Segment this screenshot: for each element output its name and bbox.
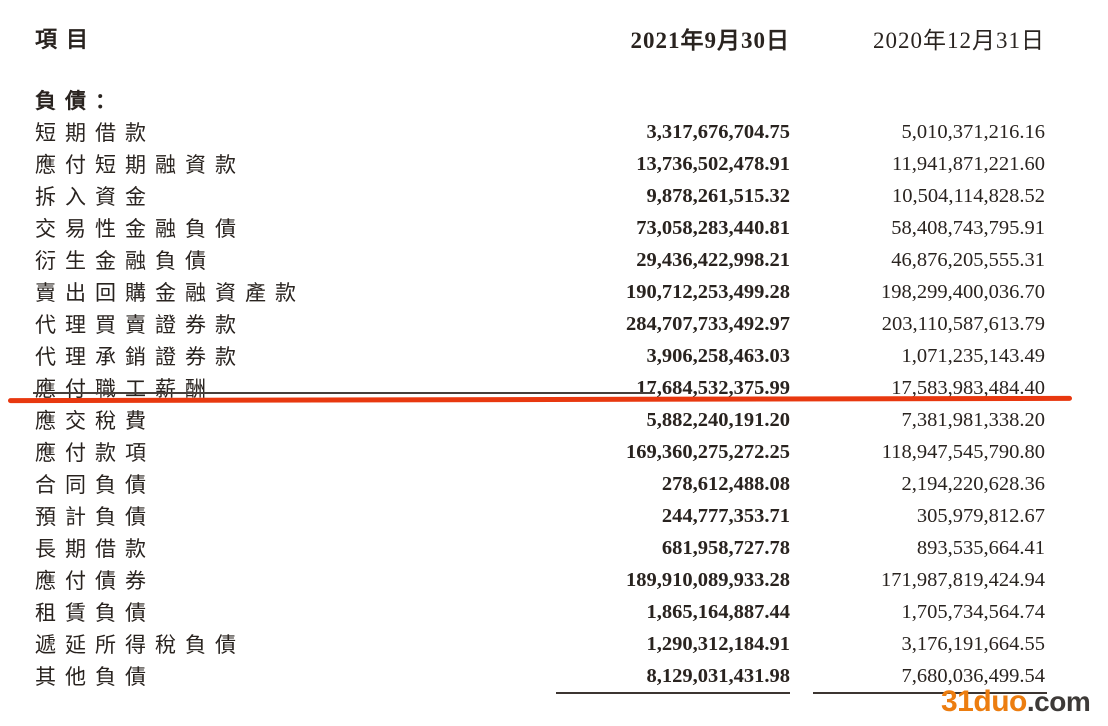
row-label: 長期借款: [35, 537, 155, 561]
value-2020: 11,941,871,221.60: [892, 152, 1045, 175]
header-date-2021: 2021年9月30日: [630, 28, 790, 53]
row-underline: [33, 392, 655, 394]
value-2021: 29,436,422,998.21: [636, 248, 790, 271]
table-row: 其他負債 8,129,031,431.98 7,680,036,499.54: [0, 660, 1108, 692]
value-2021: 5,882,240,191.20: [646, 408, 791, 431]
table-row: 應付短期融資款 13,736,502,478.91 11,941,871,221.6…: [0, 148, 1108, 180]
value-2020: 10,504,114,828.52: [892, 184, 1045, 207]
table-row: 交易性金融負債 73,058,283,440.81 58,408,743,795.9…: [0, 212, 1108, 244]
header-date-2020: 2020年12月31日: [873, 28, 1045, 53]
value-2020: 7,680,036,499.54: [901, 664, 1046, 687]
table-row: 賣出回購金融資產款 190,712,253,499.28 198,299,400,0…: [0, 276, 1108, 308]
value-2021: 1,290,312,184.91: [646, 632, 791, 655]
table-row: 應付債券 189,910,089,933.28 171,987,819,424.94: [0, 564, 1108, 596]
table-row: 代理承銷證券款 3,906,258,463.03 1,071,235,143.49: [0, 340, 1108, 372]
row-label: 代理買賣證券款: [35, 313, 245, 337]
value-2021: 278,612,488.08: [661, 472, 790, 495]
table-row: 應交稅費 5,882,240,191.20 7,381,981,338.20: [0, 404, 1108, 436]
value-2021: 9,878,261,515.32: [646, 184, 791, 207]
row-label: 賣出回購金融資產款: [35, 281, 305, 305]
row-label: 短期借款: [35, 121, 155, 145]
value-2020: 17,583,983,484.40: [891, 376, 1045, 399]
table-row: 合同負債 278,612,488.08 2,194,220,628.36: [0, 468, 1108, 500]
watermark-brand: 31duo: [941, 685, 1027, 718]
row-label: 應付款項: [35, 441, 155, 465]
table-row: 長期借款 681,958,727.78 893,535,664.41: [0, 532, 1108, 564]
table-row: 預計負債 244,777,353.71 305,979,812.67: [0, 500, 1108, 532]
row-label: 合同負債: [35, 473, 155, 497]
row-label: 拆入資金: [35, 185, 155, 209]
header-item-label: 項目: [35, 27, 98, 52]
value-2020: 2,194,220,628.36: [901, 472, 1046, 495]
value-2020: 171,987,819,424.94: [881, 568, 1045, 591]
value-2021: 244,777,353.71: [661, 504, 790, 527]
row-label: 預計負債: [35, 505, 155, 529]
table-row: 租賃負債 1,865,164,887.44 1,705,734,564.74: [0, 596, 1108, 628]
table-row: 應付職工薪酬 17,684,532,375.99 17,583,983,484.40: [0, 372, 1108, 404]
value-2021: 189,910,089,933.28: [626, 568, 790, 591]
value-2021: 190,712,253,499.28: [626, 280, 790, 303]
value-2021: 284,707,733,492.97: [626, 312, 790, 335]
section-liabilities-label: 負債：: [35, 89, 125, 113]
value-2021: 3,906,258,463.03: [646, 344, 791, 367]
table-row: 代理買賣證券款 284,707,733,492.97 203,110,587,613…: [0, 308, 1108, 340]
row-label: 應交稅費: [35, 409, 155, 433]
row-label: 租賃負債: [35, 601, 155, 625]
section-header-row: 負債：: [0, 84, 1108, 116]
watermark-suffix: .com: [1026, 686, 1091, 717]
total-rule-2020: [813, 692, 1047, 694]
value-2020: 46,876,205,555.31: [891, 248, 1045, 271]
row-label: 其他負債: [35, 665, 155, 689]
value-2021: 1,865,164,887.44: [646, 600, 791, 623]
table-row: 拆入資金 9,878,261,515.32 10,504,114,828.52: [0, 180, 1108, 212]
value-2020: 1,071,235,143.49: [901, 344, 1046, 367]
table-row: 應付款項 169,360,275,272.25 118,947,545,790.80: [0, 436, 1108, 468]
liabilities-table-body: 短期借款 3,317,676,704.75 5,010,371,216.16 應付短期…: [0, 116, 1108, 692]
table-header-row: 項目 2021年9月30日 2020年12月31日: [0, 20, 1108, 56]
value-2020: 58,408,743,795.91: [891, 216, 1045, 239]
value-2020: 7,381,981,338.20: [901, 408, 1046, 431]
watermark-logo: 31duo.com: [941, 685, 1091, 718]
value-2021: 13,736,502,478.91: [636, 152, 790, 175]
total-rule-2021: [556, 692, 790, 694]
table-row: 衍生金融負債 29,436,422,998.21 46,876,205,555.31: [0, 244, 1108, 276]
row-label: 代理承銷證券款: [35, 345, 245, 369]
value-2021: 8,129,031,431.98: [646, 664, 791, 687]
value-2020: 1,705,734,564.74: [901, 600, 1046, 623]
value-2020: 305,979,812.67: [916, 504, 1045, 527]
row-label: 衍生金融負債: [35, 249, 215, 273]
value-2020: 5,010,371,216.16: [901, 120, 1046, 143]
value-2021: 17,684,532,375.99: [636, 376, 790, 399]
value-2020: 118,947,545,790.80: [881, 440, 1045, 463]
table-row: 短期借款 3,317,676,704.75 5,010,371,216.16: [0, 116, 1108, 148]
value-2021: 681,958,727.78: [661, 536, 790, 559]
value-2020: 198,299,400,036.70: [881, 280, 1045, 303]
value-2021: 169,360,275,272.25: [626, 440, 790, 463]
row-label: 遞延所得稅負債: [35, 633, 245, 657]
row-label: 交易性金融負債: [35, 217, 245, 241]
value-2021: 3,317,676,704.75: [646, 120, 791, 143]
value-2020: 893,535,664.41: [916, 536, 1045, 559]
row-label: 應付債券: [35, 569, 155, 593]
value-2020: 3,176,191,664.55: [901, 632, 1046, 655]
row-label: 應付短期融資款: [35, 153, 245, 177]
value-2021: 73,058,283,440.81: [636, 216, 790, 239]
value-2020: 203,110,587,613.79: [881, 312, 1045, 335]
table-row: 遞延所得稅負債 1,290,312,184.91 3,176,191,664.55: [0, 628, 1108, 660]
